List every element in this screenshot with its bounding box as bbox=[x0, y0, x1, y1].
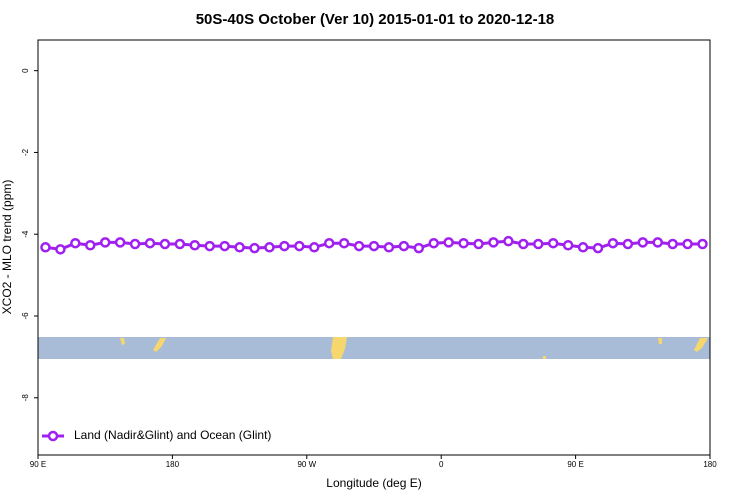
point bbox=[637, 237, 649, 248]
x-tick-label: 0 bbox=[439, 460, 444, 469]
point bbox=[562, 240, 574, 251]
point bbox=[85, 240, 96, 251]
point bbox=[443, 237, 454, 248]
ocean bbox=[38, 337, 710, 359]
y-tick-label: -4 bbox=[21, 230, 30, 238]
y-axis-label: XCO2 - MLO trend (ppm) bbox=[0, 180, 14, 315]
y-tick-label: -6 bbox=[21, 312, 30, 320]
point bbox=[383, 242, 395, 253]
point bbox=[249, 242, 260, 254]
point bbox=[40, 242, 51, 253]
point bbox=[667, 238, 678, 250]
point bbox=[368, 240, 380, 252]
point bbox=[697, 238, 708, 250]
x-tick-label: 180 bbox=[703, 460, 717, 469]
point bbox=[428, 237, 439, 249]
point bbox=[129, 238, 141, 250]
point bbox=[518, 238, 529, 250]
point bbox=[70, 237, 81, 249]
point bbox=[607, 237, 619, 249]
point bbox=[652, 237, 663, 248]
point bbox=[323, 237, 335, 249]
y-tick-label: -8 bbox=[21, 394, 30, 402]
point bbox=[398, 240, 410, 252]
point bbox=[338, 237, 350, 249]
point bbox=[204, 240, 215, 252]
x-tick-label: 90 E bbox=[30, 460, 46, 469]
point bbox=[309, 242, 320, 253]
point bbox=[234, 242, 245, 253]
point bbox=[279, 240, 290, 252]
x-axis-label: Longitude (deg E) bbox=[326, 476, 421, 490]
point bbox=[533, 238, 544, 250]
point bbox=[264, 242, 275, 253]
point bbox=[114, 237, 126, 248]
point bbox=[55, 244, 66, 255]
point bbox=[353, 240, 365, 252]
x-tick-label: 90 E bbox=[567, 460, 583, 469]
map-strip bbox=[38, 337, 710, 359]
x-tick-label: 90 W bbox=[297, 460, 316, 469]
point bbox=[413, 242, 425, 254]
legend-label: Land (Nadir&Glint) and Ocean (Glint) bbox=[74, 428, 271, 442]
point bbox=[488, 237, 499, 248]
point bbox=[503, 235, 514, 247]
point bbox=[189, 240, 201, 251]
y-tick-label: -2 bbox=[21, 148, 30, 156]
y-tick-label: 0 bbox=[21, 68, 30, 73]
point bbox=[219, 240, 230, 252]
point bbox=[99, 237, 111, 248]
point bbox=[682, 238, 693, 250]
point bbox=[458, 237, 469, 249]
x-tick-label: 180 bbox=[166, 460, 180, 469]
point bbox=[547, 237, 559, 249]
point bbox=[174, 238, 186, 250]
plot-frame bbox=[37, 39, 711, 456]
chart-title: 50S-40S October (Ver 10) 2015-01-01 to 2… bbox=[196, 11, 555, 28]
legend-marker bbox=[47, 430, 59, 442]
point bbox=[294, 240, 305, 252]
point bbox=[159, 238, 171, 250]
point bbox=[577, 242, 589, 253]
point bbox=[592, 242, 604, 254]
point bbox=[473, 238, 484, 250]
point bbox=[622, 238, 634, 250]
point bbox=[144, 237, 156, 249]
